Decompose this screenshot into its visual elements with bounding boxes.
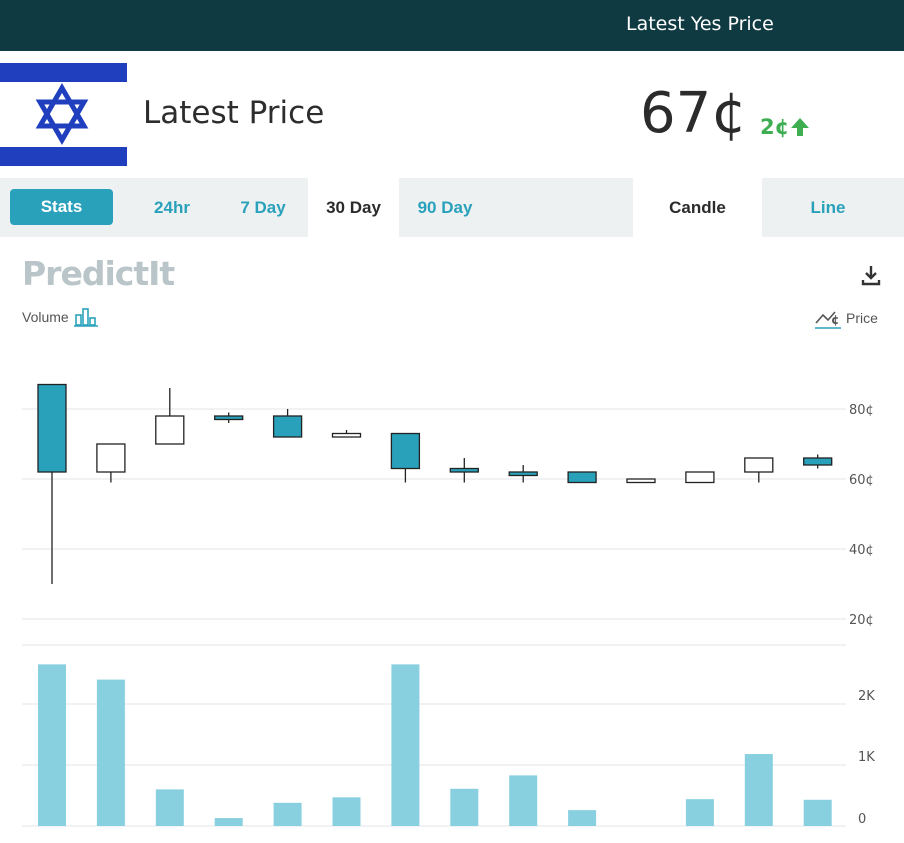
tab-7-day[interactable]: 7 Day: [240, 197, 286, 217]
candle-body: [626, 478, 656, 484]
volume-bar: [803, 799, 832, 826]
candle-body: [214, 415, 244, 421]
candle-body: [331, 432, 362, 438]
price-tick-label: 80¢: [849, 403, 874, 418]
candle-body: [390, 432, 421, 470]
volume-bar: [332, 797, 361, 826]
tab-30-day[interactable]: 30 Day: [308, 178, 399, 237]
volume-bar: [96, 679, 125, 826]
candle-body: [155, 415, 185, 445]
price-tick-label: 20¢: [849, 613, 874, 628]
candle-body: [272, 415, 303, 438]
volume-bar: [38, 664, 66, 826]
top-bar-title: Latest Yes Price: [626, 13, 774, 35]
price-change: 2¢: [760, 115, 790, 139]
chart-area: PredictIt Volume ¢ Price 80¢ 60¢ 40¢ 20¢ 2K…: [0, 237, 904, 843]
price-label: Price: [846, 310, 878, 326]
download-icon[interactable]: [860, 264, 882, 286]
tab-candle[interactable]: Candle: [633, 178, 762, 237]
latest-price-label: Latest Price: [143, 95, 325, 131]
top-bar: Latest Yes Price: [0, 0, 904, 51]
candlestick-chart: 80¢ 60¢ 40¢ 20¢ 2K 1K 0: [22, 383, 875, 827]
line-chart-icon: ¢: [815, 311, 841, 329]
volume-toggle[interactable]: Volume: [22, 307, 99, 327]
price-tick-label: 60¢: [849, 473, 874, 488]
candle-body: [685, 471, 715, 484]
svg-text:¢: ¢: [831, 313, 839, 327]
candle-body: [449, 467, 479, 473]
candle-body: [744, 457, 774, 473]
volume-bar: [391, 664, 420, 826]
tab-24hr[interactable]: 24hr: [154, 197, 190, 217]
volume-bar: [273, 802, 302, 826]
price-header: Latest Price 67¢ 2¢: [0, 51, 904, 178]
volume-label: Volume: [22, 309, 69, 325]
arrow-up-icon: [791, 118, 809, 136]
volume-bar: [214, 818, 243, 826]
volume-bar: [155, 789, 184, 826]
volume-tick-label: 1K: [858, 750, 875, 765]
volume-bar: [509, 775, 538, 826]
volume-bar: [568, 810, 597, 826]
volume-tick-label: 0: [858, 812, 866, 827]
candle-body: [803, 457, 833, 466]
bar-chart-icon: [73, 308, 98, 327]
tab-90-day[interactable]: 90 Day: [417, 197, 473, 217]
volume-bar: [744, 754, 773, 826]
price-tick-label: 40¢: [849, 543, 874, 558]
volume-bar: [685, 799, 714, 826]
candle-body: [37, 383, 67, 473]
candle-body: [508, 471, 538, 477]
candle-body: [96, 443, 126, 473]
stats-button[interactable]: Stats: [10, 189, 113, 225]
israel-flag-icon: [0, 63, 127, 166]
tab-line[interactable]: Line: [810, 197, 846, 217]
latest-price-value: 67¢: [640, 81, 747, 146]
tab-bar: Stats 24hr 7 Day 30 Day 90 Day Candle Li…: [0, 178, 904, 237]
volume-tick-label: 2K: [858, 689, 875, 704]
predictit-logo: PredictIt: [22, 254, 175, 293]
price-toggle[interactable]: ¢ Price: [814, 307, 878, 329]
candle-body: [567, 471, 597, 484]
volume-bar: [450, 788, 479, 826]
